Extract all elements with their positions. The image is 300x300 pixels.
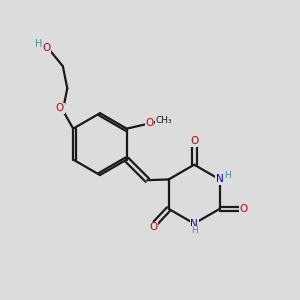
Text: O: O bbox=[145, 118, 154, 128]
Text: H: H bbox=[224, 171, 231, 180]
Text: CH₃: CH₃ bbox=[156, 116, 172, 125]
Text: H: H bbox=[191, 226, 197, 236]
Text: O: O bbox=[43, 43, 51, 53]
Text: H: H bbox=[35, 39, 43, 49]
Text: O: O bbox=[190, 136, 198, 146]
Text: N: N bbox=[216, 174, 224, 184]
Text: O: O bbox=[149, 222, 157, 233]
Text: O: O bbox=[56, 103, 64, 113]
Text: O: O bbox=[239, 204, 247, 214]
Text: N: N bbox=[190, 219, 198, 229]
